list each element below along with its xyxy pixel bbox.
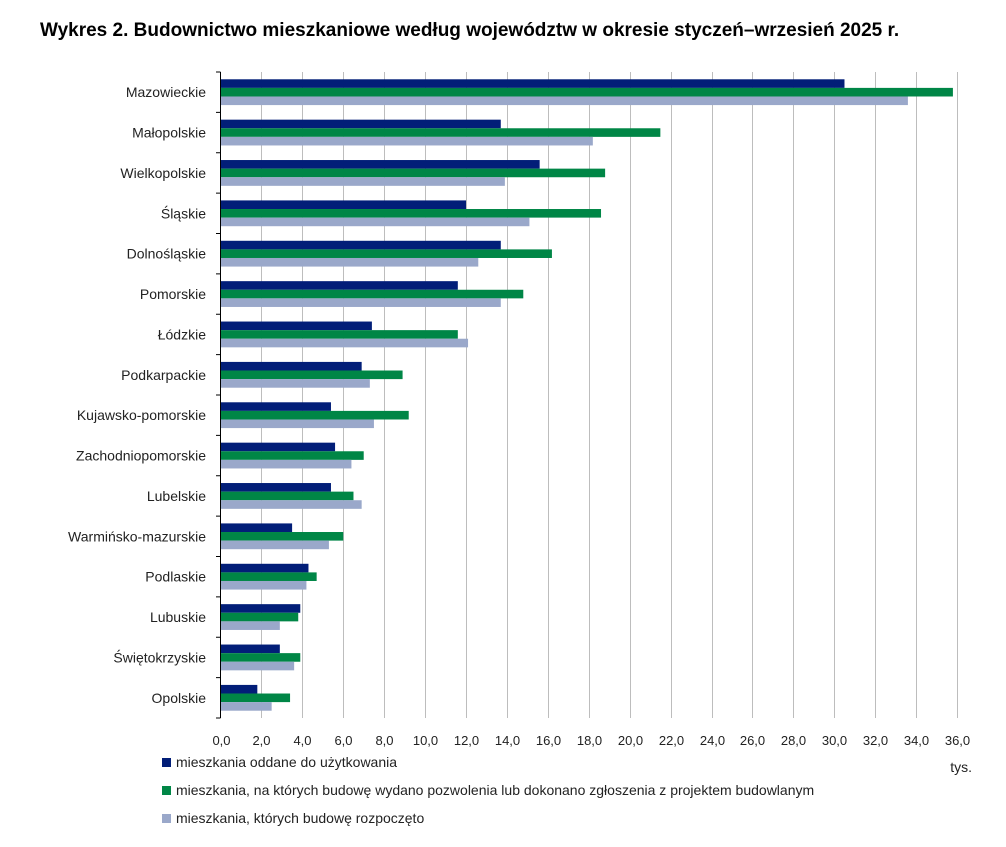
bar-permits	[220, 451, 364, 460]
bar-permits	[220, 532, 344, 541]
bar-completed	[220, 321, 372, 331]
category-label: Mazowieckie	[126, 84, 206, 100]
x-tick-label: 4,0	[293, 733, 311, 748]
bar-permits	[220, 249, 552, 258]
x-tick-label: 34,0	[904, 733, 929, 748]
x-tick-label: 16,0	[536, 733, 561, 748]
category-label: Dolnośląskie	[127, 246, 207, 262]
bar-completed	[220, 79, 845, 88]
bar-permits	[220, 693, 291, 703]
bar-permits	[220, 491, 354, 501]
category-label: Kujawsko-pomorskie	[77, 407, 206, 423]
bar-permits	[220, 330, 458, 339]
bar-started	[220, 621, 280, 630]
y-axis-ticks	[216, 71, 221, 719]
legend-swatch	[162, 786, 171, 795]
bar-permits	[220, 653, 301, 662]
bar-completed	[220, 684, 258, 694]
bar-started	[220, 459, 352, 469]
bar-started	[220, 379, 370, 388]
x-tick-label: 26,0	[740, 733, 765, 748]
category-label: Zachodniopomorskie	[76, 448, 206, 464]
category-label: Opolskie	[152, 690, 207, 706]
bar-completed	[220, 402, 331, 411]
x-tick-label: 14,0	[495, 733, 520, 748]
bars	[220, 79, 953, 711]
bar-started	[220, 540, 329, 550]
bar-permits	[220, 612, 299, 622]
chart-title: Wykres 2. Budownictwo mieszkaniowe wedłu…	[40, 20, 899, 41]
bar-permits	[220, 128, 661, 137]
bar-permits	[220, 87, 953, 97]
bar-started	[220, 338, 469, 348]
legend-label: mieszkania oddane do użytkowania	[176, 754, 397, 770]
bar-completed	[220, 200, 466, 210]
bar-started	[220, 500, 362, 509]
bar-started	[220, 661, 295, 671]
category-label: Podkarpackie	[121, 367, 206, 383]
bar-completed	[220, 644, 280, 654]
legend: mieszkania oddane do użytkowania mieszkan…	[162, 754, 814, 826]
bar-started	[220, 419, 374, 429]
bar-completed	[220, 361, 362, 371]
bar-completed	[220, 240, 501, 250]
bar-permits	[220, 410, 409, 420]
bar-permits	[220, 572, 317, 581]
bar-completed	[220, 119, 501, 129]
category-label: Lubelskie	[147, 488, 206, 504]
x-tick-label: 22,0	[659, 733, 684, 748]
category-label: Pomorskie	[140, 286, 206, 302]
bar-permits	[220, 168, 606, 178]
x-tick-label: 8,0	[375, 733, 393, 748]
legend-swatch	[162, 814, 171, 823]
x-axis-unit: tys.	[950, 759, 972, 775]
x-tick-label: 12,0	[454, 733, 479, 748]
x-tick-label: 2,0	[252, 733, 270, 748]
bar-completed	[220, 604, 301, 613]
category-labels: Mazowieckie Małopolskie Wielkopolskie Śląsk…	[68, 84, 206, 706]
bar-permits	[220, 209, 602, 218]
x-tick-label: 36,0	[945, 733, 970, 748]
bar-completed	[220, 523, 293, 533]
x-tick-labels: 0,0 2,0 4,0 6,0 8,0 10,0 12,0 14,0 16,0 18,0 20,0 2…	[212, 733, 970, 748]
x-tick-label: 0,0	[212, 733, 230, 748]
x-tick-label: 6,0	[334, 733, 352, 748]
category-label: Wielkopolskie	[120, 165, 206, 181]
bar-started	[220, 257, 479, 267]
category-label: Podlaskie	[145, 569, 206, 585]
bar-started	[220, 217, 530, 227]
x-tick-label: 30,0	[822, 733, 847, 748]
bar-permits	[220, 370, 403, 380]
bar-started	[220, 136, 593, 146]
bar-completed	[220, 160, 540, 169]
bar-started	[220, 96, 908, 106]
x-tick-label: 24,0	[700, 733, 725, 748]
category-label: Śląskie	[161, 204, 206, 221]
bar-completed	[220, 281, 458, 290]
legend-label: mieszkania, na których budowę wydano poz…	[176, 782, 814, 798]
legend-swatch	[162, 758, 171, 767]
category-label: Świętokrzyskie	[113, 648, 206, 665]
x-tick-label: 20,0	[618, 733, 643, 748]
bar-completed	[220, 442, 336, 452]
category-label: Warmińsko-mazurskie	[68, 528, 206, 544]
bar-started	[220, 702, 272, 711]
x-tick-label: 10,0	[413, 733, 438, 748]
bar-started	[220, 580, 307, 590]
x-tick-label: 32,0	[863, 733, 888, 748]
bar-started	[220, 177, 505, 186]
x-tick-label: 18,0	[577, 733, 602, 748]
category-label: Łódzkie	[158, 326, 206, 342]
x-tick-label: 28,0	[781, 733, 806, 748]
legend-label: mieszkania, których budowę rozpoczęto	[176, 810, 424, 826]
category-label: Małopolskie	[132, 125, 206, 141]
bar-permits	[220, 289, 524, 299]
bar-completed	[220, 483, 331, 492]
bar-started	[220, 298, 501, 307]
bar-completed	[220, 563, 309, 573]
category-label: Lubuskie	[150, 609, 206, 625]
